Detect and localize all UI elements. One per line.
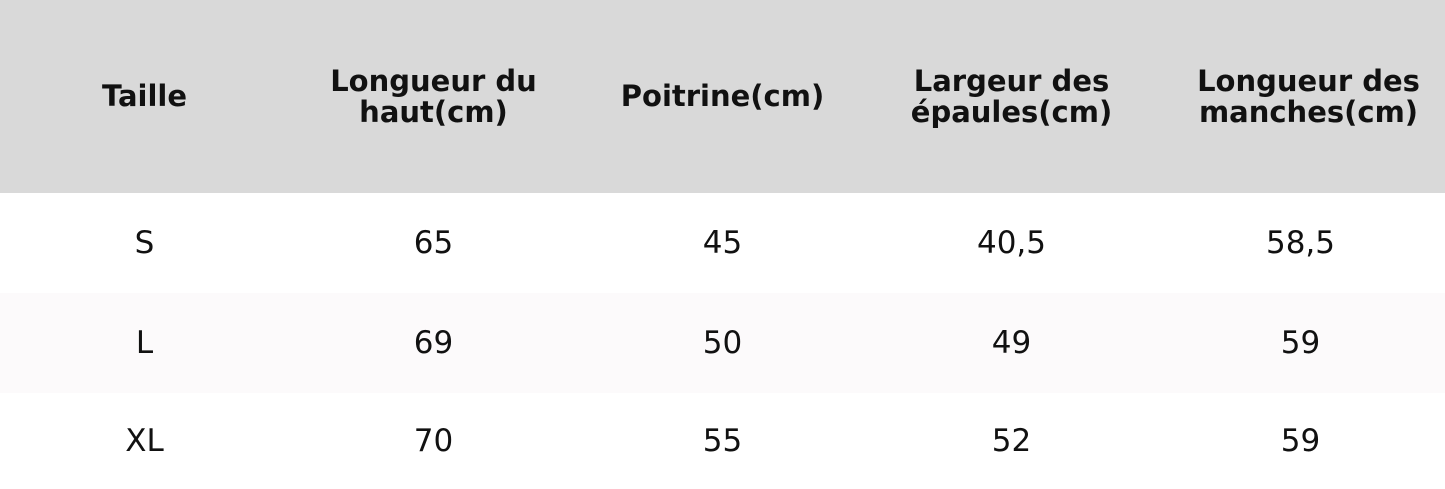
header-shoulder: Largeur des épaules(cm)	[910, 63, 1113, 129]
cell-length: 70	[413, 423, 454, 459]
cell-sleeve: 59	[1280, 423, 1321, 459]
header-row: Taille Longueur du haut(cm) Poitrine(cm)…	[0, 0, 1445, 193]
table-row: XL 70 55 52 59	[0, 393, 1445, 489]
cell-length: 69	[413, 325, 454, 361]
cell-length: 65	[413, 225, 454, 261]
cell-shoulder: 52	[991, 423, 1032, 459]
cell-chest: 55	[702, 423, 743, 459]
cell-shoulder: 40,5	[976, 225, 1047, 261]
cell-sleeve: 59	[1280, 325, 1321, 361]
table-row: S 65 45 40,5 58,5	[0, 193, 1445, 293]
cell-chest: 45	[702, 225, 743, 261]
cell-size: S	[134, 225, 155, 261]
cell-shoulder: 49	[991, 325, 1032, 361]
header-chest: Poitrine(cm)	[620, 79, 825, 113]
header-length: Longueur du haut(cm)	[330, 63, 537, 129]
cell-size: XL	[125, 423, 164, 459]
header-sleeve: Longueur des manches(cm)	[1197, 63, 1420, 129]
header-size: Taille	[101, 79, 188, 113]
cell-chest: 50	[702, 325, 743, 361]
cell-size: L	[135, 325, 154, 361]
cell-sleeve: 58,5	[1265, 225, 1336, 261]
table-row: L 69 50 49 59	[0, 293, 1445, 393]
